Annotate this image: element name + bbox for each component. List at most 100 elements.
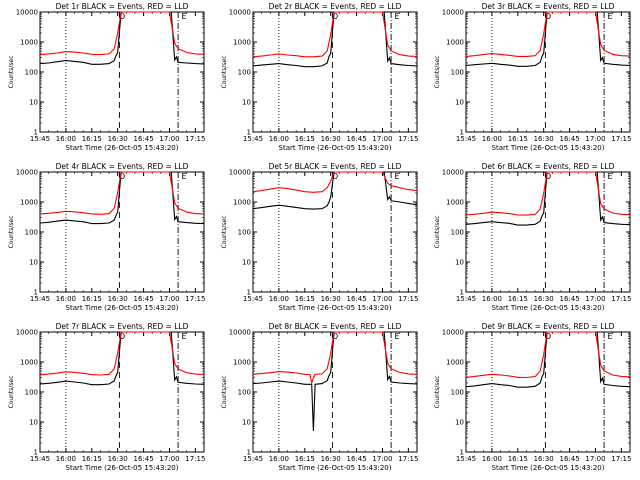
- x-axis-label: Start Time (26-Oct-05 15:43:20): [279, 304, 392, 312]
- series-line-events: [39, 11, 205, 65]
- y-tick-label: 10: [29, 259, 38, 267]
- x-tick-label: 16:30: [321, 455, 341, 463]
- x-tick-label: 16:15: [508, 295, 528, 303]
- chart-title: Det 2r BLACK = Events, RED = LLD: [269, 2, 402, 11]
- x-tick-label: 15:45: [456, 455, 476, 463]
- x-tick-label: 16:00: [269, 135, 289, 143]
- x-tick-label: 16:45: [559, 295, 579, 303]
- y-tick-label: 100: [25, 69, 38, 77]
- x-tick-label: 16:45: [346, 455, 366, 463]
- chart-panel-8: Det 8r BLACK = Events, RED = LLD 1 10 100 10…: [221, 322, 418, 472]
- y-tick-label: 10: [242, 259, 251, 267]
- y-tick-label: 100: [238, 229, 251, 237]
- x-tick-label: 16:15: [82, 455, 102, 463]
- x-axis-label: Start Time (26-Oct-05 15:43:20): [66, 464, 179, 472]
- eclipse-marker: E: [395, 172, 400, 181]
- y-tick-label: 1000: [446, 359, 464, 367]
- x-tick-label: 16:15: [508, 455, 528, 463]
- eclipse-marker: E: [182, 12, 187, 21]
- x-tick-label: 16:00: [56, 455, 76, 463]
- plot-frame: [465, 11, 631, 133]
- x-tick-label: 16:15: [295, 455, 315, 463]
- series-line-lld: [39, 11, 205, 56]
- y-tick-label: 10: [455, 259, 464, 267]
- x-tick-label: 15:45: [456, 135, 476, 143]
- y-axis-label: Counts/sec: [8, 215, 15, 248]
- chart-title: Det 1r BLACK = Events, RED = LLD: [56, 2, 189, 11]
- series-line-events: [465, 171, 631, 226]
- chart-panel-1: Det 1r BLACK = Events, RED = LLD 1 10 100 10…: [8, 2, 205, 152]
- x-tick-label: 16:30: [321, 135, 341, 143]
- series-line-events: [465, 331, 631, 388]
- chart-panel-6: Det 6r BLACK = Events, RED = LLD 1 10 100 10…: [434, 162, 631, 312]
- x-tick-label: 17:00: [159, 135, 179, 143]
- y-tick-label: 100: [25, 389, 38, 397]
- y-tick-label: 100: [238, 69, 251, 77]
- x-tick-label: 17:00: [159, 295, 179, 303]
- chart-title: Det 4r BLACK = Events, RED = LLD: [56, 162, 189, 171]
- series-line-events: [39, 171, 205, 225]
- plot-frame: [465, 171, 631, 293]
- y-tick-label: 1000: [446, 199, 464, 207]
- series-line-lld: [252, 171, 418, 193]
- y-tick-label: 10000: [229, 169, 251, 177]
- chart-panel-5: Det 5r BLACK = Events, RED = LLD 1 10 100 10…: [221, 162, 418, 312]
- x-tick-label: 17:15: [611, 455, 631, 463]
- x-tick-label: 17:00: [585, 135, 605, 143]
- y-tick-label: 1: [460, 289, 464, 297]
- y-axis-label: Counts/sec: [221, 215, 228, 248]
- chart-panel-4: Det 4r BLACK = Events, RED = LLD 1 10 100 10…: [8, 162, 205, 312]
- y-tick-label: 1: [34, 449, 38, 457]
- x-tick-label: 17:00: [372, 135, 392, 143]
- plot-frame: [465, 331, 631, 453]
- series-line-events: [39, 331, 205, 386]
- x-tick-label: 15:45: [30, 135, 50, 143]
- y-tick-label: 1000: [233, 39, 251, 47]
- x-tick-label: 16:30: [108, 295, 128, 303]
- y-tick-label: 10: [455, 419, 464, 427]
- x-tick-label: 16:00: [482, 455, 502, 463]
- y-tick-label: 10000: [442, 169, 464, 177]
- x-tick-label: 17:00: [159, 455, 179, 463]
- y-tick-label: 1: [247, 129, 251, 137]
- eclipse-marker: E: [608, 172, 613, 181]
- x-tick-label: 16:00: [482, 135, 502, 143]
- chart-panel-7: Det 7r BLACK = Events, RED = LLD 1 10 100 10…: [8, 322, 205, 472]
- y-axis-label: Counts/sec: [434, 215, 441, 248]
- x-tick-label: 17:00: [372, 455, 392, 463]
- x-tick-label: 16:30: [534, 295, 554, 303]
- x-axis-label: Start Time (26-Oct-05 15:43:20): [279, 464, 392, 472]
- x-axis-label: Start Time (26-Oct-05 15:43:20): [66, 304, 179, 312]
- x-tick-label: 17:00: [585, 455, 605, 463]
- x-axis-label: Start Time (26-Oct-05 15:43:20): [279, 144, 392, 152]
- x-tick-label: 16:00: [269, 295, 289, 303]
- series-line-lld: [39, 171, 205, 215]
- y-tick-label: 10000: [16, 329, 38, 337]
- chart-panel-3: Det 3r BLACK = Events, RED = LLD 1 10 100 10…: [434, 2, 631, 152]
- occultation-marker: O: [332, 172, 338, 181]
- y-tick-label: 10: [29, 99, 38, 107]
- x-axis-label: Start Time (26-Oct-05 15:43:20): [492, 304, 605, 312]
- y-tick-label: 10: [242, 99, 251, 107]
- y-axis-label: Counts/sec: [8, 55, 15, 88]
- occultation-marker: O: [119, 12, 125, 21]
- chart-title: Det 9r BLACK = Events, RED = LLD: [482, 322, 615, 331]
- occultation-marker: O: [332, 332, 338, 341]
- x-tick-label: 17:15: [185, 295, 205, 303]
- x-tick-label: 16:15: [82, 295, 102, 303]
- y-tick-label: 10: [242, 419, 251, 427]
- series-line-lld: [465, 11, 631, 57]
- x-tick-label: 16:30: [108, 455, 128, 463]
- x-tick-label: 16:15: [508, 135, 528, 143]
- y-axis-label: Counts/sec: [434, 375, 441, 408]
- y-tick-label: 1000: [20, 199, 38, 207]
- x-tick-label: 16:30: [108, 135, 128, 143]
- x-tick-label: 17:15: [398, 455, 418, 463]
- y-tick-label: 100: [238, 389, 251, 397]
- x-tick-label: 17:15: [185, 135, 205, 143]
- plot-frame: [252, 331, 418, 453]
- eclipse-marker: E: [608, 332, 613, 341]
- series-line-lld: [252, 11, 418, 58]
- occultation-marker: O: [119, 172, 125, 181]
